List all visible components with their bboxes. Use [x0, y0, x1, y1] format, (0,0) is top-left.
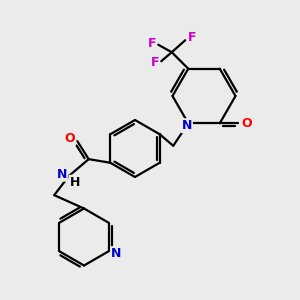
Text: O: O [64, 132, 75, 145]
Text: N: N [111, 247, 122, 260]
Text: N: N [56, 168, 67, 181]
Text: H: H [69, 176, 80, 189]
Text: O: O [242, 117, 252, 130]
Text: N: N [182, 119, 192, 132]
Text: F: F [147, 37, 156, 50]
Text: F: F [150, 56, 159, 69]
Text: F: F [188, 31, 196, 44]
